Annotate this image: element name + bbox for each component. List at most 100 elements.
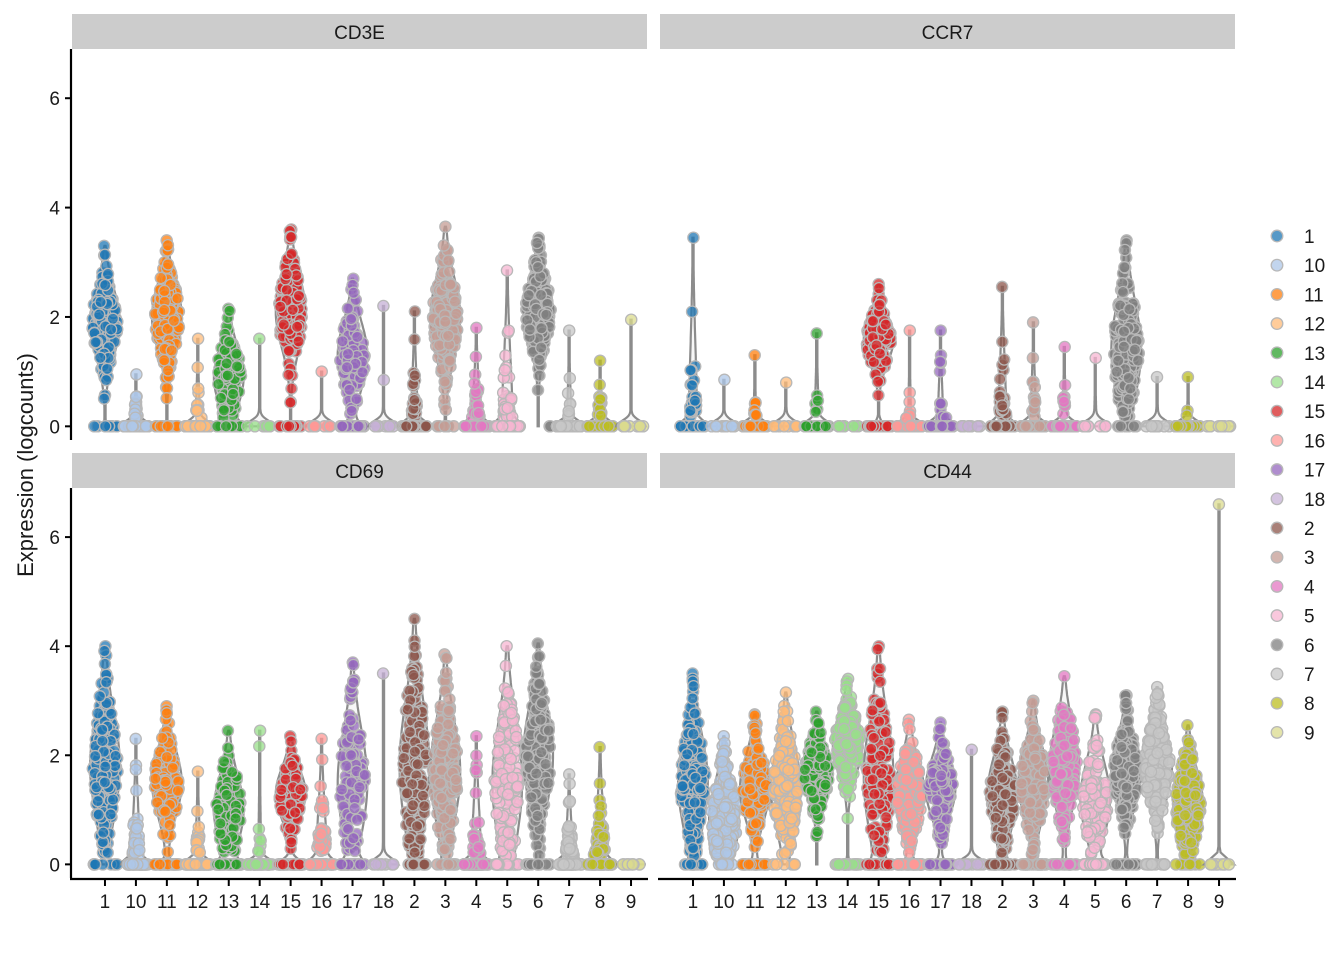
violin-group-6 <box>1108 234 1146 433</box>
violin-group-10 <box>705 373 741 433</box>
point-2 <box>997 353 1011 366</box>
violin-14 <box>243 337 277 428</box>
point-17 <box>347 831 360 845</box>
point-13 <box>213 858 226 871</box>
violin-9 <box>614 318 648 428</box>
point-3 <box>438 375 451 388</box>
facet-strip-label: CCR7 <box>922 23 974 44</box>
point-14 <box>832 420 846 433</box>
point-13 <box>225 765 239 779</box>
point-1 <box>98 776 112 789</box>
point-13 <box>221 724 235 737</box>
point-14 <box>253 739 266 753</box>
point-11 <box>744 420 757 433</box>
point-4 <box>469 763 483 777</box>
point-17 <box>340 759 353 773</box>
point-8 <box>602 420 615 433</box>
point-1 <box>685 379 699 392</box>
point-2 <box>410 819 424 833</box>
point-1 <box>98 248 112 261</box>
point-16 <box>903 324 917 337</box>
point-6 <box>531 637 545 650</box>
point-18 <box>377 299 390 313</box>
violin-group-6 <box>519 231 557 433</box>
point-15 <box>282 368 295 382</box>
point-5 <box>496 420 509 433</box>
point-14 <box>253 332 266 346</box>
point-5 <box>499 659 513 673</box>
point-10 <box>130 368 143 381</box>
point-18 <box>368 420 382 433</box>
point-6 <box>534 288 548 302</box>
point-5 <box>511 780 524 793</box>
point-10 <box>126 858 139 871</box>
point-6 <box>522 288 535 302</box>
point-18 <box>377 373 391 387</box>
point-6 <box>1127 420 1141 433</box>
point-3 <box>434 777 447 790</box>
point-2 <box>990 420 1003 433</box>
point-14 <box>249 858 263 871</box>
violin-group-4 <box>1045 340 1083 433</box>
point-4 <box>469 786 483 800</box>
violin-group-5 <box>488 639 525 871</box>
point-1 <box>100 676 113 689</box>
point-6 <box>533 369 546 382</box>
point-17 <box>350 813 364 826</box>
violin-group-9 <box>614 313 650 433</box>
point-11 <box>167 314 181 328</box>
point-1 <box>105 707 118 721</box>
point-3 <box>1028 380 1042 394</box>
point-2 <box>397 751 411 765</box>
point-13 <box>217 404 231 417</box>
point-6 <box>530 236 544 250</box>
point-3 <box>1019 420 1033 433</box>
point-1 <box>687 231 700 244</box>
point-7 <box>1150 370 1164 384</box>
facet-strip-label: CD3E <box>334 23 385 44</box>
point-2 <box>408 745 422 758</box>
point-1 <box>97 392 111 405</box>
y-tick-label: 0 <box>49 417 60 438</box>
point-17 <box>344 748 358 762</box>
point-3 <box>438 842 451 856</box>
point-3 <box>442 265 456 278</box>
point-10 <box>129 763 143 776</box>
point-15 <box>283 822 297 835</box>
point-18 <box>376 667 390 680</box>
point-4 <box>472 816 485 829</box>
point-13 <box>226 387 240 401</box>
point-17 <box>347 658 360 672</box>
point-1 <box>92 808 105 821</box>
point-6 <box>532 650 546 663</box>
point-3 <box>444 803 457 817</box>
point-2 <box>993 372 1007 386</box>
point-3 <box>439 315 452 328</box>
point-1 <box>92 308 106 321</box>
point-6 <box>1114 420 1127 433</box>
point-13 <box>220 357 233 370</box>
point-17 <box>340 361 354 374</box>
violin-18 <box>366 672 401 866</box>
point-14 <box>252 844 265 858</box>
violin-group-7 <box>1139 370 1176 433</box>
violin-group-16 <box>303 732 341 871</box>
point-13 <box>223 304 236 318</box>
y-tick-label: 4 <box>49 199 60 220</box>
violin-group-8 <box>581 354 619 433</box>
point-11 <box>158 284 171 298</box>
violin-group-1 <box>674 231 711 433</box>
point-3 <box>442 704 456 718</box>
point-5 <box>501 788 515 801</box>
point-15 <box>285 247 298 261</box>
point-11 <box>171 784 185 798</box>
x-tick-label: 6 <box>533 892 544 913</box>
point-17 <box>353 780 366 794</box>
point-13 <box>230 347 243 360</box>
point-3 <box>436 738 450 752</box>
point-18 <box>971 420 985 433</box>
point-16 <box>315 753 329 766</box>
point-17 <box>352 420 365 433</box>
point-2 <box>399 420 413 433</box>
point-10 <box>718 373 731 387</box>
